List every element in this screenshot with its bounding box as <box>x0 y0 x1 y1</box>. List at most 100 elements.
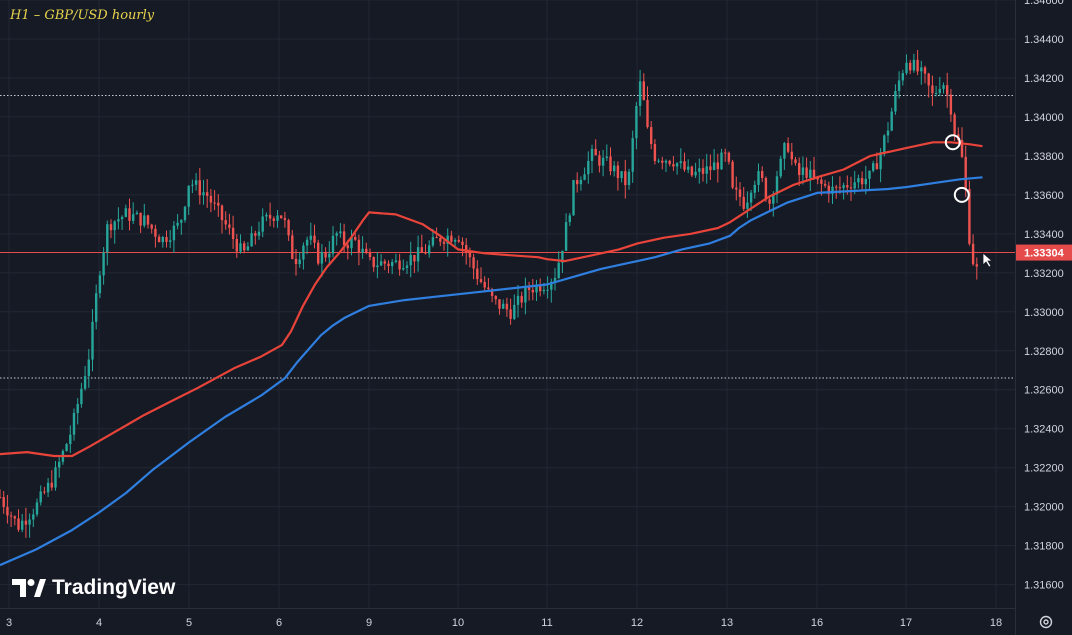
moving-averages <box>0 141 983 567</box>
candle-body <box>635 105 638 139</box>
candle-body <box>901 73 904 81</box>
candle-body <box>479 279 483 282</box>
candle-body <box>657 160 660 162</box>
candle-body <box>117 219 120 222</box>
candle-body <box>809 169 812 178</box>
y-tick-label: 1.32200 <box>1024 463 1064 475</box>
candle-body <box>476 268 479 280</box>
candle-body <box>39 491 42 503</box>
candle-body <box>161 237 164 243</box>
candle-body <box>283 218 287 221</box>
x-tick-label: 4 <box>96 617 102 629</box>
candle-body <box>257 231 261 236</box>
candle-body <box>872 163 875 171</box>
ma-blue-line <box>0 176 983 567</box>
candle-body <box>864 178 867 185</box>
candle-body <box>91 321 94 360</box>
candle-body <box>757 171 760 185</box>
candle-body <box>775 176 779 195</box>
candles <box>0 49 978 538</box>
candle-body <box>923 67 927 74</box>
candle-body <box>949 94 953 115</box>
candle-body <box>157 236 161 243</box>
candle-body <box>354 236 357 240</box>
candle-body <box>564 222 568 251</box>
candle-body <box>531 289 534 293</box>
candle-body <box>568 215 571 223</box>
candle-body <box>613 165 616 172</box>
candle-body <box>679 161 682 164</box>
candle-body <box>927 73 930 86</box>
candle-body <box>342 231 346 246</box>
y-tick-label: 1.33000 <box>1024 307 1064 319</box>
chart-title: H1 – GBP/USD hourly <box>10 8 155 23</box>
candle-body <box>287 220 290 236</box>
candle-body <box>960 140 964 157</box>
candle-body <box>309 235 312 240</box>
candle-body <box>65 444 68 451</box>
candle-body <box>72 412 76 435</box>
candle-body <box>439 238 442 242</box>
candle-body <box>731 161 734 188</box>
candle-body <box>735 187 738 190</box>
candle-body <box>54 467 57 488</box>
candle-body <box>709 166 712 171</box>
candle-body <box>413 254 416 262</box>
horizontal-levels <box>0 94 1015 379</box>
candle-body <box>335 233 338 236</box>
x-tick-label: 5 <box>186 617 192 629</box>
candle-body <box>502 303 505 309</box>
y-tick-label: 1.32400 <box>1024 424 1064 436</box>
candle-body <box>857 178 860 183</box>
candle-body <box>875 163 879 170</box>
candle-body <box>331 235 335 254</box>
candle-body <box>971 243 975 265</box>
candle-body <box>431 237 435 246</box>
candle-body <box>587 160 590 175</box>
candle-body <box>524 287 527 303</box>
candle-body <box>860 178 864 185</box>
circle-markers <box>944 134 970 203</box>
candle-body <box>724 152 727 154</box>
x-tick-label: 3 <box>6 617 12 629</box>
candle-body <box>772 194 775 204</box>
candle-body <box>931 85 934 94</box>
candle-body <box>398 260 401 270</box>
candle-body <box>368 253 372 258</box>
candle-body <box>446 235 449 244</box>
candle-body <box>461 241 464 246</box>
candle-body <box>346 245 349 249</box>
candle-body <box>675 163 679 167</box>
y-tick-label: 1.34600 <box>1024 0 1064 7</box>
candle-body <box>598 155 601 166</box>
y-tick-label: 1.33800 <box>1024 151 1064 163</box>
candle-body <box>28 519 31 525</box>
candle-body <box>627 171 631 186</box>
candle-body <box>254 233 257 236</box>
candle-body <box>194 180 198 185</box>
candle-body <box>80 388 83 405</box>
candle-body <box>69 434 72 445</box>
settings-gear-icon[interactable] <box>1038 614 1054 630</box>
candle-body <box>905 62 908 74</box>
candle-body <box>594 148 597 156</box>
candle-body <box>746 202 749 209</box>
candle-body <box>838 187 842 189</box>
candle-body <box>561 250 564 263</box>
candle-body <box>376 265 379 268</box>
candle-body <box>13 516 16 519</box>
candle-body <box>280 215 283 219</box>
candle-body <box>975 264 978 267</box>
y-tick-label: 1.32000 <box>1024 502 1064 514</box>
candle-body <box>191 184 194 186</box>
candle-body <box>642 81 645 100</box>
candle-body <box>135 212 139 215</box>
candle-body <box>849 187 853 189</box>
candle-body <box>0 496 2 498</box>
candle-body <box>583 174 586 180</box>
candle-body <box>761 171 764 179</box>
candle-body <box>646 99 649 128</box>
candle-body <box>661 160 664 163</box>
candle-body <box>953 114 956 135</box>
